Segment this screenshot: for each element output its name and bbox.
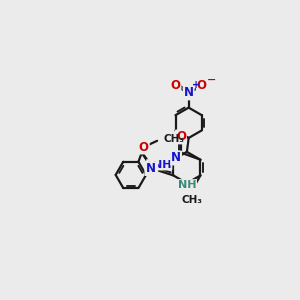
Text: CH₃: CH₃: [164, 134, 184, 144]
Text: N: N: [184, 86, 194, 99]
Text: N: N: [171, 152, 181, 164]
Text: O: O: [176, 130, 186, 143]
Text: NH: NH: [153, 160, 172, 170]
Text: +: +: [192, 80, 200, 90]
Text: O: O: [197, 80, 207, 92]
Text: −: −: [207, 74, 216, 85]
Text: NH: NH: [178, 180, 196, 190]
Text: O: O: [139, 140, 149, 154]
Text: O: O: [170, 80, 181, 92]
Text: CH₃: CH₃: [182, 195, 203, 205]
Text: N: N: [147, 160, 157, 173]
Text: N: N: [146, 162, 155, 175]
